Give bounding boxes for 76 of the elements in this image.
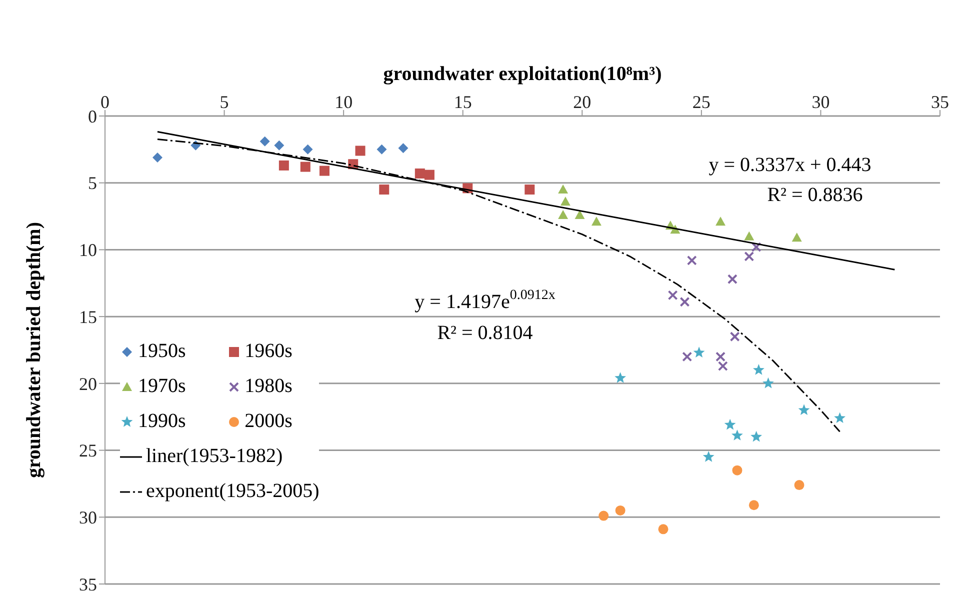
point: [794, 480, 804, 490]
point: [716, 216, 726, 226]
point: [724, 418, 736, 430]
point: [300, 162, 310, 172]
point: [744, 231, 754, 240]
point: [792, 232, 802, 242]
y-tick-label: 15: [79, 306, 97, 327]
x-tick-label: 0: [100, 92, 110, 112]
x-tick-label: 35: [931, 92, 949, 112]
y-tick-label: 25: [79, 440, 97, 461]
point: [302, 144, 313, 154]
point: [614, 372, 626, 383]
point: [615, 505, 626, 516]
y-tick-label: 10: [79, 240, 97, 260]
point: [379, 184, 390, 195]
point: [524, 184, 535, 195]
x-tick-label: 20: [573, 92, 592, 112]
annotation: y = 1.4197e$^{0.0912x}$: [414, 288, 556, 313]
point: [730, 332, 740, 342]
point: [702, 450, 714, 462]
legend-label: 1950s: [138, 340, 186, 363]
point: [752, 364, 764, 375]
point: [274, 140, 284, 150]
point: [762, 377, 774, 388]
point: [376, 144, 387, 154]
x-tick-label: 25: [692, 92, 710, 112]
point: [319, 166, 330, 176]
legend-label: 2000s: [244, 410, 292, 433]
point: [260, 136, 270, 146]
y-tick-label: 30: [79, 508, 97, 528]
point: [693, 346, 705, 358]
point: [727, 274, 738, 284]
point: [834, 412, 846, 424]
point: [574, 210, 585, 219]
point: [732, 465, 742, 476]
point: [558, 210, 568, 219]
x-axis-title: groundwater exploitation(10⁸m³): [383, 63, 662, 86]
point: [744, 251, 754, 262]
point: [591, 216, 602, 226]
annotation: y = 0.3337x + 0.443: [708, 154, 872, 176]
point: [682, 352, 692, 362]
point: [732, 430, 743, 440]
point: [680, 296, 690, 307]
legend-label: exponent(1953-2005): [146, 480, 320, 503]
x-tick-label: 5: [220, 92, 229, 112]
point: [668, 290, 678, 300]
point: [751, 242, 762, 252]
point: [152, 152, 162, 162]
point: [750, 430, 762, 442]
point: [798, 404, 810, 416]
legend-label: 1980s: [244, 375, 292, 398]
legend-label: 1960s: [244, 340, 292, 363]
point: [424, 170, 434, 180]
point: [748, 500, 759, 510]
x-tick-label: 15: [454, 92, 472, 112]
point: [560, 196, 570, 206]
x-tick-label: 30: [812, 92, 830, 112]
point: [558, 184, 568, 194]
point: [598, 510, 609, 521]
y-tick-label: 20: [79, 374, 97, 394]
point: [355, 146, 366, 156]
y-axis-title: groundwater buried depth(m): [23, 222, 46, 478]
point: [686, 255, 697, 266]
x-tick-label: 10: [334, 92, 353, 112]
legend-label: 1990s: [138, 410, 186, 433]
annotation: R² = 0.8104: [437, 322, 533, 344]
y-tick-label: 35: [79, 574, 97, 594]
legend-label: 1970s: [138, 375, 186, 398]
point: [658, 524, 668, 534]
point: [278, 160, 289, 170]
y-tick-label: 5: [88, 173, 97, 194]
point: [398, 143, 408, 154]
annotation: R² = 0.8836: [767, 184, 863, 206]
point: [414, 168, 425, 178]
legend-label: liner(1953-1982): [146, 445, 283, 468]
y-tick-label: 0: [88, 106, 97, 126]
